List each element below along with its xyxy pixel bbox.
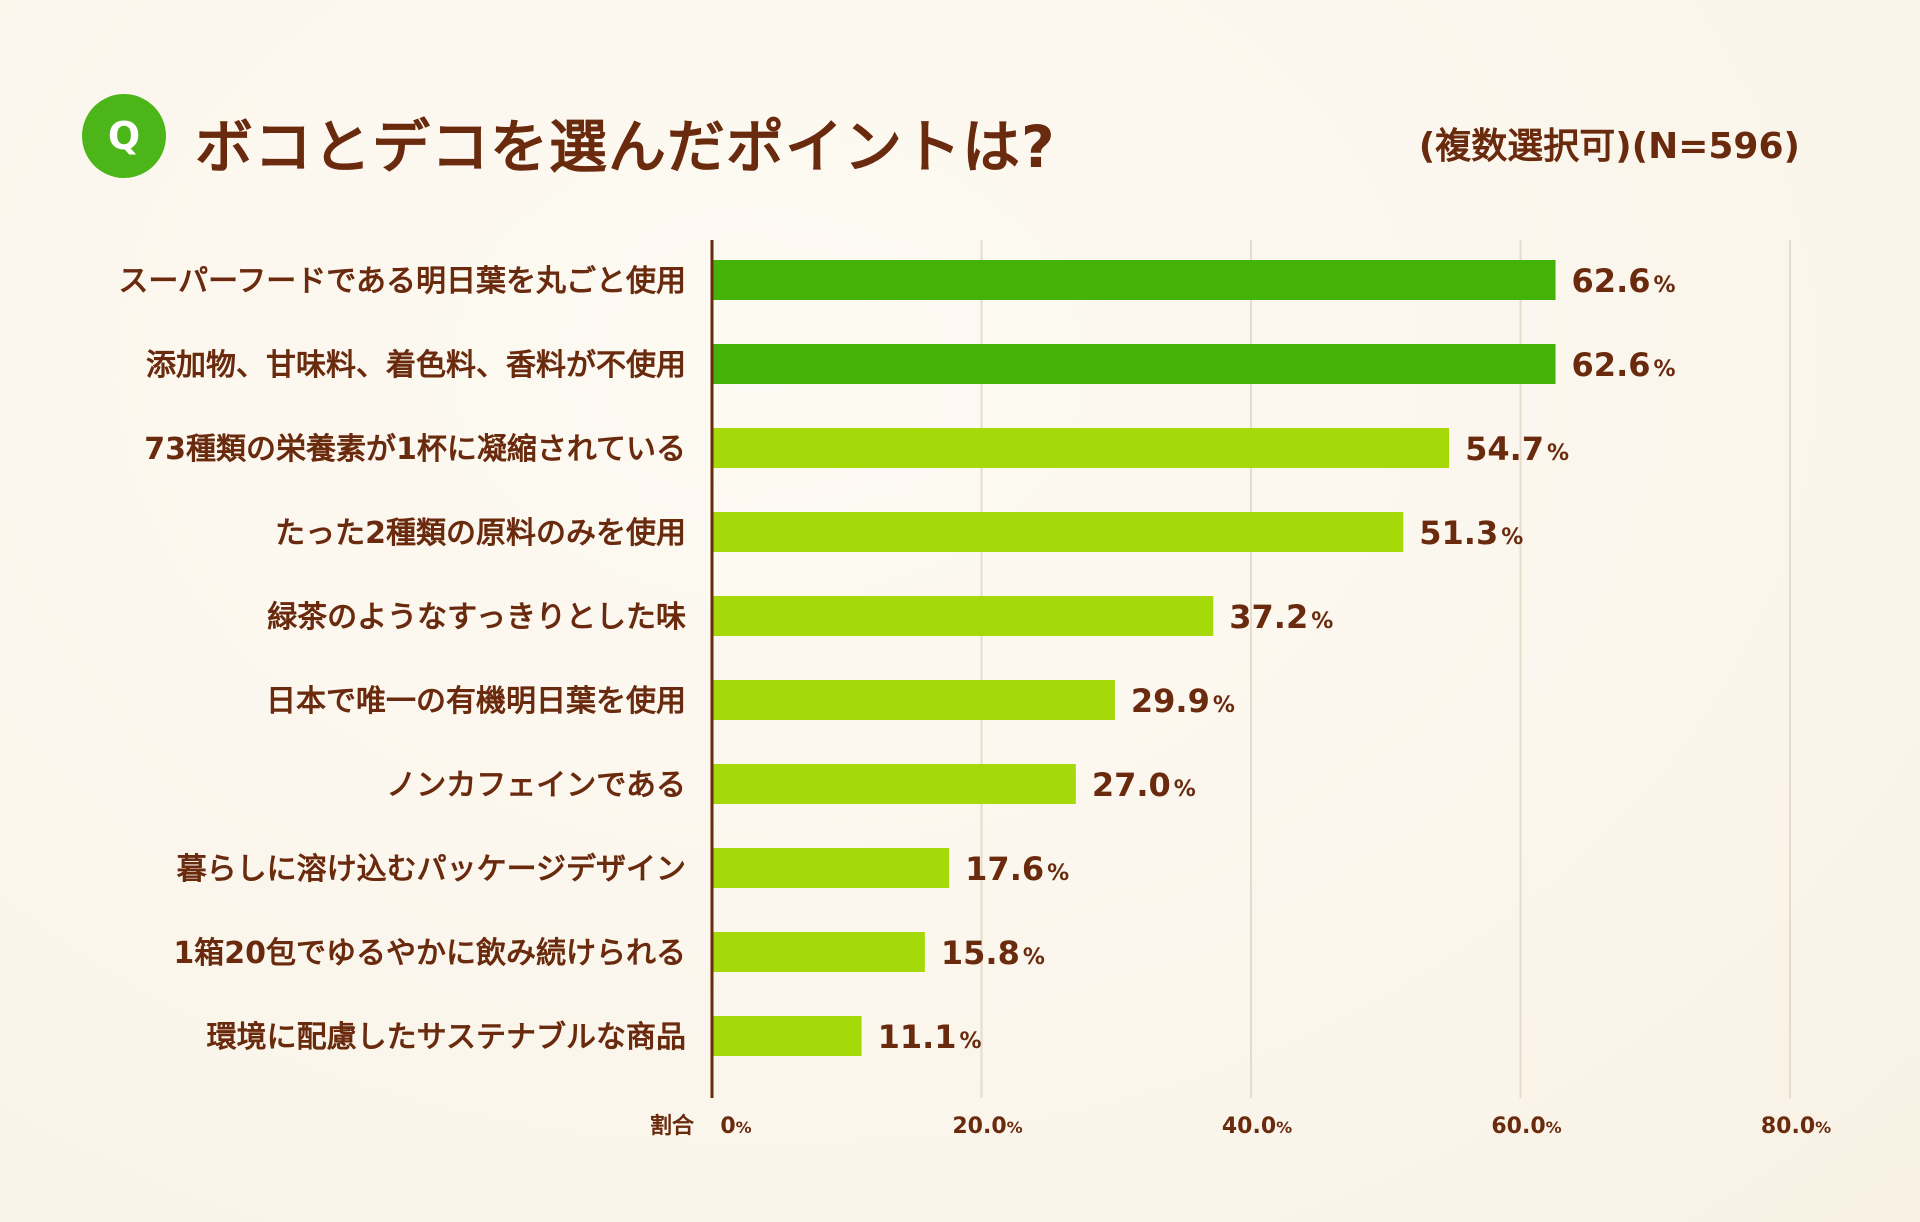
category-label: 添加物、甘味料、着色料、香料が不使用: [146, 348, 686, 383]
bar: [712, 512, 1404, 552]
bar: [712, 764, 1076, 804]
tick-label: 20.0%: [952, 1114, 1022, 1139]
value-label: 15.8%: [941, 934, 1045, 972]
category-label: ノンカフェインである: [386, 768, 686, 803]
value-label: 51.3%: [1419, 514, 1523, 552]
category-label: 暮らしに溶け込むパッケージデザイン: [177, 852, 686, 887]
category-label: たった2種類の原料のみを使用: [275, 516, 686, 551]
axis-title: 割合: [650, 1113, 695, 1139]
bar: [712, 344, 1556, 384]
category-label: 日本で唯一の有機明日葉を使用: [266, 684, 686, 719]
category-label: スーパーフードである明日葉を丸ごと使用: [118, 264, 686, 299]
sample-note: (複数選択可)(N=596): [1418, 126, 1800, 167]
value-label: 17.6%: [965, 850, 1069, 888]
bar: [712, 848, 950, 888]
value-label: 11.1%: [878, 1018, 982, 1056]
bar: [712, 596, 1214, 636]
value-label: 27.0%: [1092, 766, 1196, 804]
tick-label: 80.0%: [1761, 1114, 1831, 1139]
bar: [712, 680, 1115, 720]
tick-label: 40.0%: [1222, 1114, 1292, 1139]
value-label: 29.9%: [1131, 682, 1235, 720]
value-label: 37.2%: [1229, 598, 1333, 636]
chart-title: ボコとデコを選んだポイントは?: [195, 113, 1056, 181]
value-label: 62.6%: [1572, 262, 1676, 300]
question-badge: Q: [82, 94, 166, 178]
bar: [712, 1016, 862, 1056]
bar: [712, 260, 1556, 300]
value-label: 62.6%: [1572, 346, 1676, 384]
tick-label: 0%: [720, 1114, 751, 1139]
category-label: 緑茶のようなすっきりとした味: [267, 600, 686, 635]
value-label: 54.7%: [1465, 430, 1569, 468]
category-label: 1箱20包でゆるやかに飲み続けられる: [173, 936, 686, 971]
category-label: 73種類の栄養素が1杯に凝縮されている: [144, 432, 686, 467]
bar: [712, 932, 925, 972]
category-label: 環境に配慮したサステナブルな商品: [207, 1020, 686, 1055]
bar: [712, 428, 1450, 468]
tick-label: 60.0%: [1491, 1114, 1561, 1139]
